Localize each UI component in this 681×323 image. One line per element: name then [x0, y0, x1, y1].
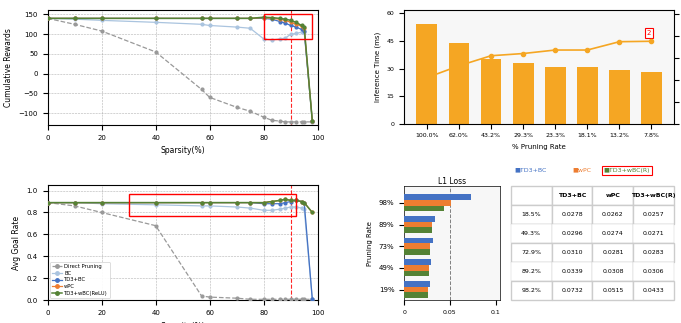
Y-axis label: Pruning Rate: Pruning Rate: [367, 221, 373, 266]
Y-axis label: Cumulative Rewards: Cumulative Rewards: [4, 28, 13, 107]
Bar: [404, 292, 428, 298]
Text: ■TD3+wBC(R): ■TD3+wBC(R): [604, 168, 650, 173]
Y-axis label: Avg Goal Rate: Avg Goal Rate: [12, 216, 21, 270]
Bar: [264, 15, 313, 39]
Text: ■TD3+BC: ■TD3+BC: [514, 168, 546, 173]
X-axis label: Sparsity(%): Sparsity(%): [161, 322, 205, 323]
Y-axis label: Inference Time (ms): Inference Time (ms): [375, 32, 381, 102]
X-axis label: Sparsity(%): Sparsity(%): [161, 146, 205, 155]
Bar: [545, 67, 566, 124]
Bar: [577, 67, 598, 124]
Bar: [513, 63, 533, 124]
Bar: [404, 249, 430, 255]
Bar: [404, 222, 432, 227]
Bar: [404, 194, 471, 200]
Bar: [404, 244, 430, 249]
X-axis label: % Pruning Rate: % Pruning Rate: [512, 144, 566, 150]
Title: L1 Loss: L1 Loss: [438, 177, 466, 186]
Bar: [404, 206, 444, 211]
Text: 2: 2: [647, 30, 651, 36]
Bar: [404, 200, 452, 206]
Bar: [416, 25, 437, 124]
Bar: [404, 281, 430, 287]
Legend: Direct Pruning, BC, TD3+BC, wPC, TD3+wBC(ReLU): Direct Pruning, BC, TD3+BC, wPC, TD3+wBC…: [50, 262, 110, 298]
Bar: [404, 238, 432, 244]
Bar: [449, 43, 469, 124]
Bar: [481, 59, 501, 124]
Bar: [641, 72, 662, 124]
Bar: [404, 259, 431, 265]
Bar: [404, 271, 429, 276]
Text: ■wPC: ■wPC: [573, 168, 592, 173]
Bar: [404, 287, 428, 292]
Bar: [129, 194, 296, 216]
Bar: [404, 227, 432, 233]
Bar: [609, 70, 630, 124]
Bar: [404, 265, 429, 271]
Bar: [404, 216, 435, 222]
